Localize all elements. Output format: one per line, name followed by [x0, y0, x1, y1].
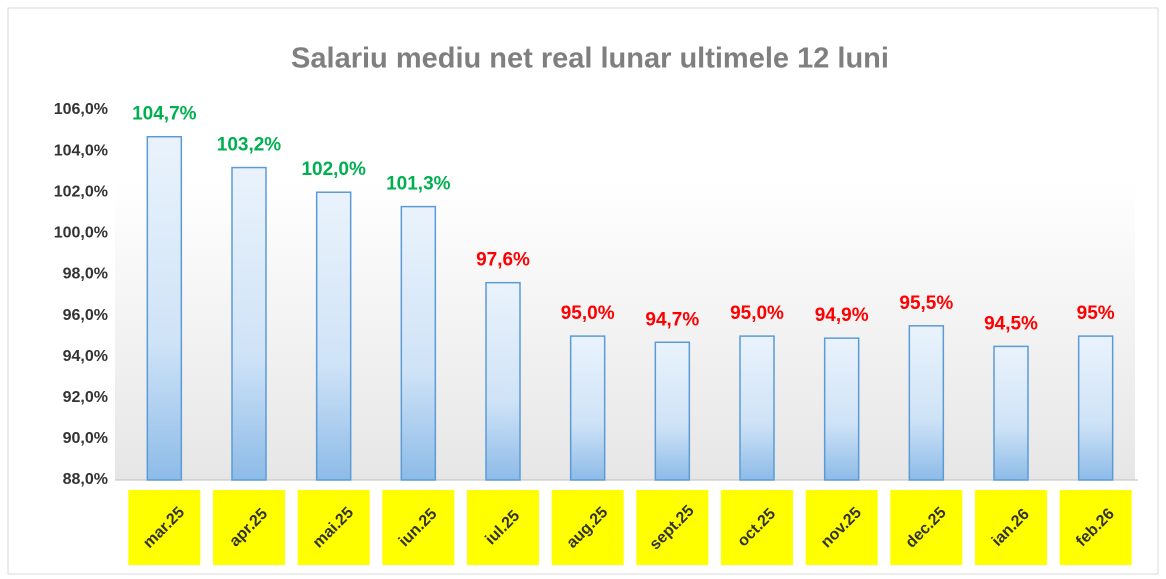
- y-tick-label: 94,0%: [63, 348, 108, 365]
- y-tick-label: 88,0%: [63, 471, 108, 488]
- y-tick-label: 98,0%: [63, 266, 108, 283]
- bar: [569, 335, 606, 481]
- value-label: 102,0%: [301, 159, 366, 180]
- value-label: 94,7%: [645, 309, 699, 330]
- bar: [823, 337, 860, 481]
- category-label-background: [1059, 490, 1132, 565]
- chart-title: Salariu mediu net real lunar ultimele 12…: [291, 43, 889, 75]
- y-tick-label: 102,0%: [54, 183, 108, 200]
- category-label-background: [551, 490, 624, 565]
- category-label-background: [382, 490, 455, 565]
- value-label: 97,6%: [476, 250, 530, 271]
- bar: [1077, 335, 1114, 481]
- category-label-background: [213, 490, 285, 565]
- bar: [400, 205, 437, 481]
- y-tick-label: 104,0%: [54, 142, 108, 159]
- bar: [908, 325, 945, 481]
- category-label-background: [467, 490, 539, 565]
- value-label: 95,0%: [561, 303, 615, 324]
- bar: [485, 281, 521, 481]
- category-label-background: [890, 490, 963, 565]
- bar: [993, 345, 1029, 481]
- value-label: 95,5%: [899, 293, 953, 314]
- bar: [146, 135, 183, 481]
- plot-background: [115, 180, 1135, 480]
- value-label: 95,0%: [730, 303, 784, 324]
- category-label-background: [975, 490, 1047, 565]
- category-label-background: [297, 490, 370, 565]
- category-label-background: [805, 490, 878, 565]
- y-tick-label: 100,0%: [54, 225, 108, 242]
- value-label: 101,3%: [386, 174, 451, 195]
- bar: [654, 341, 691, 481]
- bar: [231, 166, 267, 481]
- y-tick-label: 96,0%: [63, 307, 108, 324]
- y-tick-label: 92,0%: [63, 389, 108, 406]
- value-label: 94,5%: [984, 313, 1038, 334]
- value-label: 103,2%: [217, 135, 282, 156]
- category-label-background: [721, 490, 793, 565]
- value-label: 94,9%: [815, 305, 869, 326]
- value-label: 104,7%: [132, 104, 197, 125]
- value-label: 95%: [1077, 303, 1115, 324]
- y-tick-label: 106,0%: [54, 101, 108, 118]
- bar: [315, 191, 352, 481]
- y-tick-label: 90,0%: [63, 430, 108, 447]
- category-label-background: [636, 490, 709, 565]
- category-label-background: [128, 490, 201, 565]
- bar: [739, 335, 775, 481]
